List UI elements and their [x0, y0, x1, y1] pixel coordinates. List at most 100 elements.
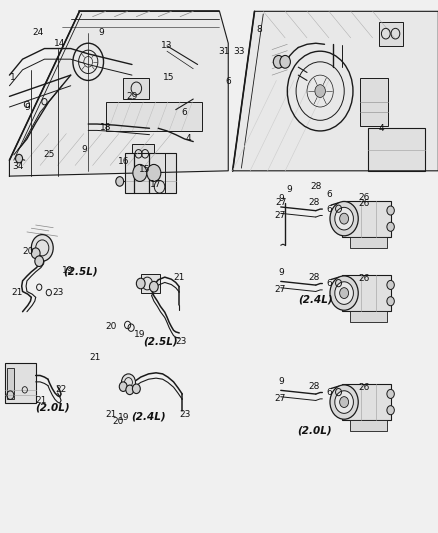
Text: 15: 15 [139, 165, 151, 174]
Circle shape [329, 276, 357, 310]
Text: 13: 13 [161, 42, 172, 51]
Circle shape [149, 281, 158, 292]
Bar [342, 384, 390, 420]
Text: 25: 25 [43, 150, 54, 159]
Text: 6: 6 [325, 388, 331, 397]
Text: 24: 24 [32, 28, 43, 37]
Bar [7, 368, 14, 399]
Circle shape [334, 391, 353, 414]
Text: 21: 21 [35, 396, 46, 405]
Text: 18: 18 [100, 123, 111, 132]
Text: 28: 28 [307, 273, 318, 281]
Bar [378, 22, 403, 46]
Text: 6: 6 [181, 108, 187, 117]
Text: 23: 23 [53, 287, 64, 296]
Text: 21: 21 [89, 353, 100, 362]
Circle shape [35, 256, 43, 266]
Text: 9: 9 [277, 377, 283, 386]
Circle shape [133, 165, 147, 181]
Text: 20: 20 [22, 247, 33, 256]
Text: 27: 27 [274, 211, 285, 220]
Bar [349, 311, 386, 322]
Text: 16: 16 [117, 157, 129, 166]
Bar [132, 144, 153, 163]
Text: 27: 27 [275, 198, 286, 207]
Text: 4: 4 [186, 134, 191, 143]
Text: 17: 17 [150, 180, 162, 189]
Bar [141, 274, 160, 293]
Bar [359, 78, 387, 126]
Bar [349, 420, 386, 431]
Bar [125, 154, 175, 193]
Text: 21: 21 [173, 273, 184, 281]
Text: 34: 34 [12, 162, 24, 171]
Circle shape [386, 222, 393, 231]
Circle shape [386, 280, 393, 289]
Text: (2.0L): (2.0L) [297, 425, 332, 435]
Circle shape [15, 155, 22, 163]
Text: 20: 20 [112, 417, 124, 426]
Text: 26: 26 [357, 383, 369, 392]
Text: (2.0L): (2.0L) [35, 402, 70, 413]
Text: 28: 28 [309, 182, 321, 191]
Text: 20: 20 [105, 321, 117, 330]
Bar [106, 102, 201, 131]
Bar [5, 363, 35, 402]
Bar [367, 128, 424, 171]
Text: 26: 26 [357, 199, 369, 208]
Text: 4: 4 [378, 124, 383, 133]
Circle shape [31, 235, 53, 261]
Text: (2.5L): (2.5L) [63, 267, 97, 277]
Bar [349, 237, 386, 248]
Circle shape [334, 207, 353, 230]
Text: 14: 14 [54, 39, 65, 48]
Text: 27: 27 [274, 285, 285, 294]
Text: 26: 26 [357, 193, 369, 202]
Circle shape [136, 278, 145, 289]
Text: 1: 1 [10, 73, 16, 82]
Text: (2.4L): (2.4L) [131, 411, 166, 422]
Text: 28: 28 [307, 198, 318, 207]
Circle shape [339, 213, 348, 224]
Text: 29: 29 [126, 92, 138, 101]
Text: 27: 27 [274, 394, 285, 403]
Circle shape [119, 382, 127, 391]
Text: 23: 23 [179, 410, 191, 419]
Text: (2.5L): (2.5L) [143, 337, 177, 347]
Text: 6: 6 [325, 190, 331, 199]
Text: 9: 9 [81, 145, 87, 154]
Circle shape [132, 384, 140, 393]
Circle shape [386, 406, 393, 415]
Circle shape [329, 385, 357, 419]
Circle shape [329, 201, 357, 236]
Polygon shape [232, 11, 437, 171]
Text: 31: 31 [218, 47, 229, 55]
Text: 33: 33 [233, 47, 244, 55]
Text: 22: 22 [55, 385, 67, 394]
Circle shape [273, 55, 283, 68]
Circle shape [116, 176, 124, 186]
Text: 21: 21 [12, 287, 23, 296]
Text: 19: 19 [61, 266, 73, 274]
Bar [342, 275, 390, 311]
Circle shape [121, 374, 135, 391]
Text: 15: 15 [163, 73, 174, 82]
Circle shape [279, 55, 290, 68]
Text: 9: 9 [98, 28, 104, 37]
Text: 19: 19 [134, 329, 145, 338]
Text: 19: 19 [118, 413, 130, 422]
Circle shape [314, 85, 325, 98]
Text: 9: 9 [277, 269, 283, 277]
Text: 9: 9 [277, 194, 283, 203]
Bar [123, 78, 149, 99]
Text: (2.4L): (2.4L) [298, 294, 332, 304]
Text: 28: 28 [307, 382, 318, 391]
Text: 6: 6 [225, 77, 230, 86]
Circle shape [147, 165, 160, 181]
Circle shape [334, 282, 353, 304]
Polygon shape [10, 11, 228, 176]
Circle shape [339, 288, 348, 298]
Text: 8: 8 [255, 26, 261, 35]
Text: 26: 26 [357, 273, 369, 282]
Circle shape [386, 390, 393, 399]
